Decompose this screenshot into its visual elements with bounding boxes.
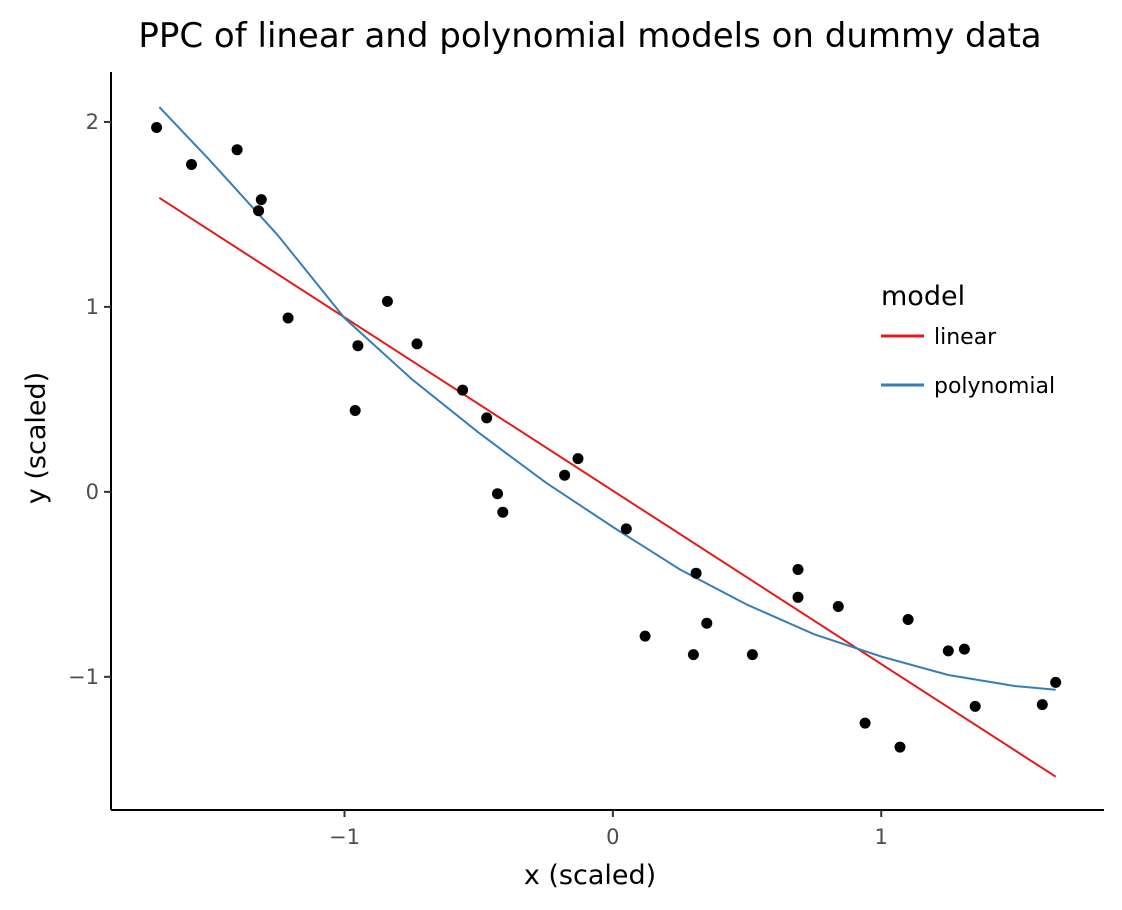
data-point: [1036, 699, 1048, 711]
data-point: [792, 591, 804, 603]
data-point: [253, 205, 265, 217]
data-point: [942, 645, 954, 657]
data-point: [746, 649, 758, 661]
x-axis-title: x (scaled): [524, 860, 656, 891]
y-tick-label: 0: [86, 480, 99, 504]
data-point: [832, 601, 844, 612]
legend: model linear polynomial: [881, 281, 1055, 399]
x-tick-label: 1: [875, 825, 888, 849]
data-point: [411, 338, 423, 350]
data-point: [902, 614, 914, 625]
x-tick-label: −1: [329, 825, 360, 849]
data-point: [231, 144, 243, 156]
x-ticks: −1 0 1: [329, 810, 888, 849]
data-point: [620, 523, 632, 535]
data-point: [282, 312, 294, 324]
chart-title: PPC of linear and polynomial models on d…: [138, 16, 1041, 56]
data-point: [492, 488, 503, 500]
data-point: [701, 617, 713, 629]
data-point: [255, 194, 267, 206]
data-point: [559, 469, 571, 481]
data-point: [349, 405, 361, 416]
data-point: [457, 384, 469, 396]
data-point: [958, 643, 970, 655]
data-point: [572, 453, 584, 465]
y-tick-label: 2: [86, 110, 99, 134]
data-point: [151, 122, 163, 133]
y-tick-label: −1: [68, 665, 99, 689]
data-point: [352, 340, 364, 352]
data-point: [859, 717, 871, 729]
legend-label-linear: linear: [934, 325, 997, 350]
y-axis-title: y (scaled): [21, 372, 52, 504]
data-point: [792, 564, 804, 575]
series-line-linear: [158, 196, 1057, 778]
legend-label-polynomial: polynomial: [934, 374, 1055, 399]
data-point: [381, 295, 393, 307]
series-line-polynomial: [158, 106, 1056, 691]
data-point: [497, 506, 509, 518]
data-point: [894, 741, 906, 753]
plot-area: [151, 106, 1062, 778]
data-point: [687, 649, 699, 661]
data-point: [639, 630, 651, 642]
x-tick-label: 0: [606, 825, 619, 849]
data-point: [186, 159, 197, 170]
y-ticks: −1 0 1 2: [68, 110, 111, 689]
data-point: [481, 412, 493, 424]
legend-title: model: [881, 281, 965, 312]
data-point: [690, 567, 702, 579]
data-point: [1050, 676, 1062, 688]
data-point: [969, 700, 981, 712]
y-tick-label: 1: [86, 295, 99, 319]
